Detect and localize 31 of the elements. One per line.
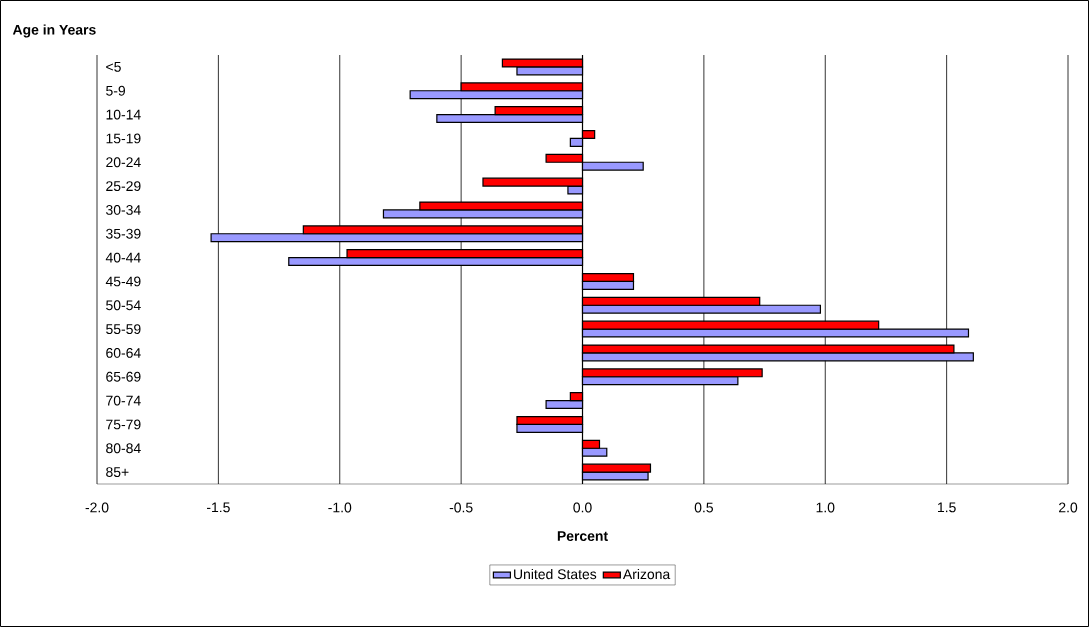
y-tick-label: 20-24	[106, 157, 141, 168]
y-tick-label: 65-69	[106, 371, 141, 382]
x-tick-label: -0.5	[449, 502, 473, 513]
legend-label: Arizona	[622, 568, 671, 580]
y-tick-label: 45-49	[105, 276, 141, 287]
y-tick-label: 10-14	[106, 109, 141, 120]
x-tick-label: 0.0	[573, 502, 592, 513]
y-tick-label: 75-79	[106, 419, 141, 430]
x-tick-label: 1.0	[816, 502, 835, 513]
y-tick-label: 40-44	[105, 252, 141, 263]
y-tick-label: 15-19	[106, 133, 141, 144]
x-tick-label: -1.0	[328, 502, 352, 513]
y-tick-label: 5-9	[106, 85, 126, 96]
x-tick-label: 0.5	[694, 502, 713, 513]
y-tick-label: 55-59	[106, 324, 141, 335]
y-tick-label: 70-74	[106, 395, 141, 406]
y-tick-label: 50-54	[106, 300, 141, 311]
x-axis-title: Percent	[557, 531, 608, 541]
x-tick-label: -2.0	[85, 502, 109, 513]
chart-title: Age in Years	[12, 24, 96, 38]
x-tick-label: 1.5	[938, 502, 956, 513]
y-tick-label: 35-39	[106, 228, 141, 239]
y-tick-label: <5	[106, 62, 121, 72]
x-tick-label: 2.0	[1059, 502, 1078, 513]
x-tick-label: -1.5	[206, 502, 230, 513]
y-tick-label: 80-84	[106, 443, 141, 454]
y-tick-label: 30-34	[106, 204, 141, 215]
legend-label: United States	[514, 568, 597, 580]
y-tick-label: 25-29	[106, 181, 141, 192]
y-tick-label: 85+	[106, 467, 129, 478]
y-tick-label: 60-64	[106, 347, 141, 358]
